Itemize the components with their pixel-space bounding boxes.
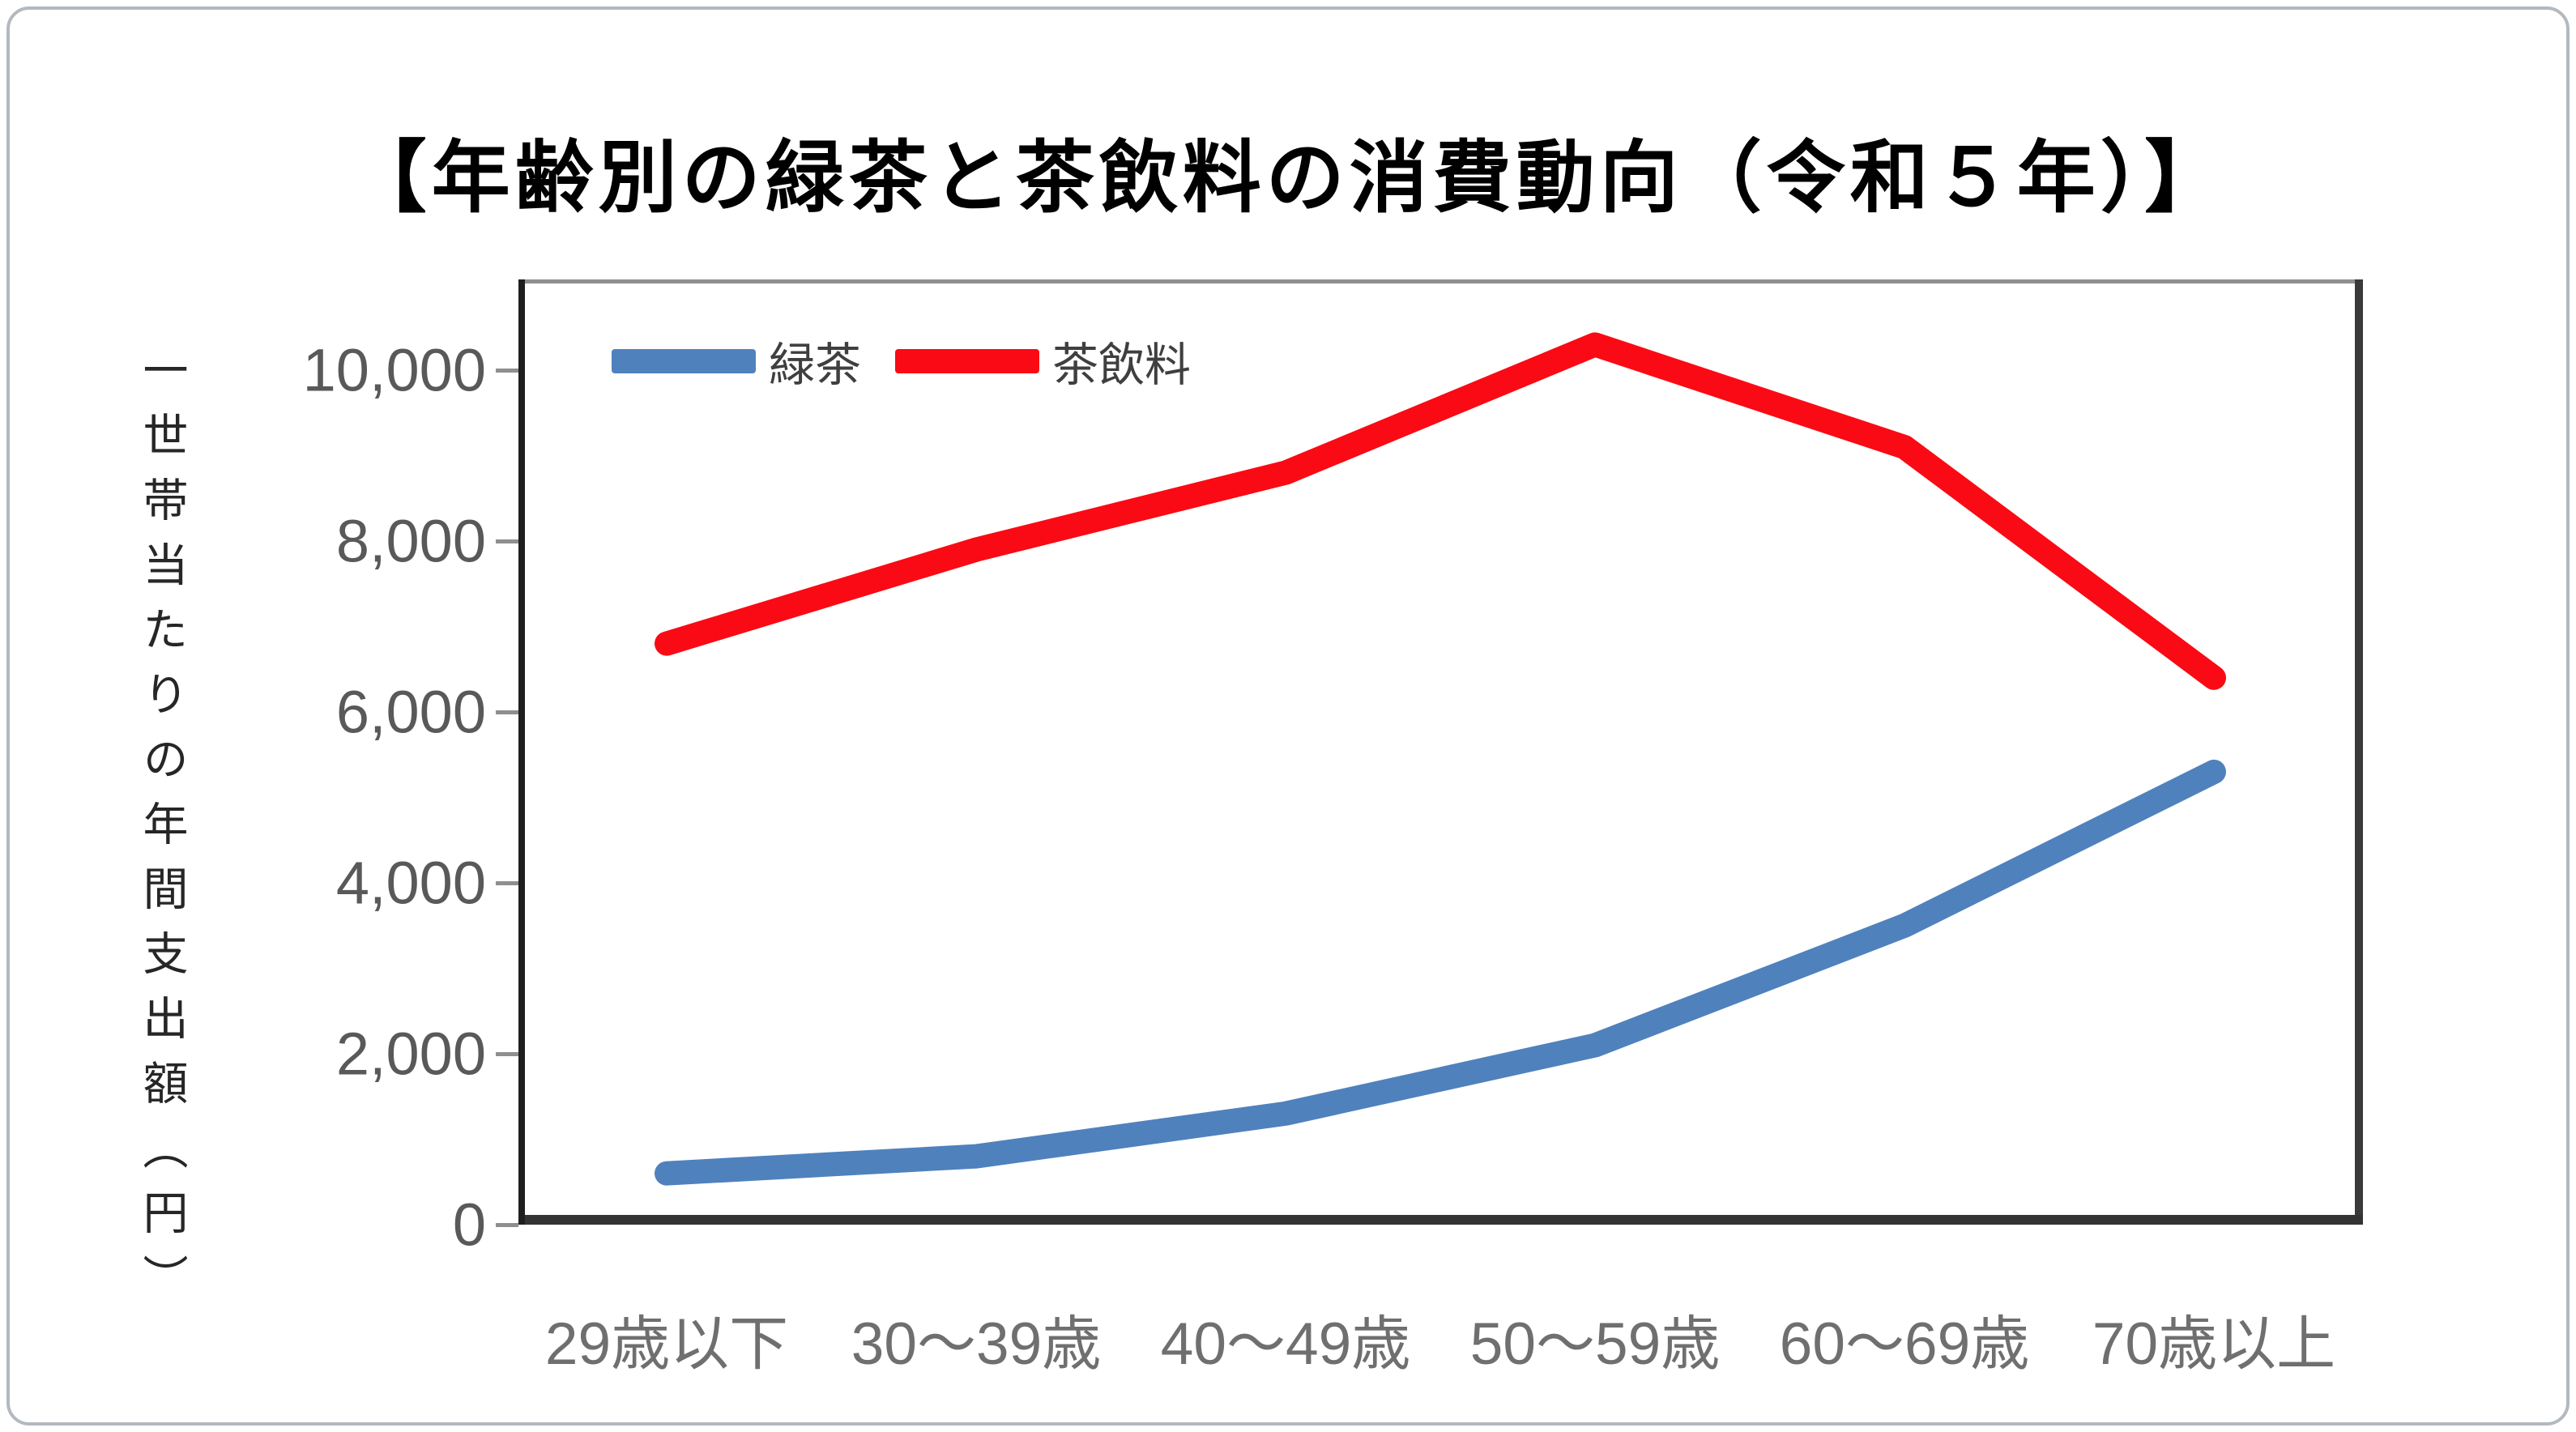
x-category-label: 30～39歳 — [851, 1311, 1102, 1377]
x-axis-category-labels: 29歳以下 30～39歳 40～49歳 50～59歳 60～69歳 70歳以上 — [518, 1296, 2363, 1385]
chart-outer-frame — [6, 6, 2570, 1426]
legend-label: 茶飲料 — [1052, 339, 1191, 391]
y-tick-mark — [496, 710, 518, 714]
legend-item-green-tea: 緑茶 — [612, 328, 861, 394]
plot-area: 緑茶 茶飲料 — [518, 279, 2363, 1225]
chart-title: 【年齢別の緑茶と茶飲料の消費動向（令和５年）】 — [348, 134, 2228, 222]
y-axis-tick-marks — [496, 279, 518, 1227]
y-tick-label: 10,000 — [302, 336, 486, 404]
legend-label: 緑茶 — [769, 339, 861, 391]
legend-swatch-tea-beverage — [895, 349, 1039, 373]
y-tick-label: 4,000 — [335, 849, 486, 917]
y-tick-label: 2,000 — [335, 1020, 486, 1088]
x-category-label: 29歳以下 — [544, 1311, 789, 1377]
plot-canvas — [518, 279, 2363, 1225]
y-axis-title: 一世帯当たりの年間支出額（円） — [137, 347, 188, 1319]
y-tick-mark — [496, 539, 518, 543]
y-tick-mark — [496, 1223, 518, 1227]
y-tick-mark — [496, 369, 518, 373]
y-tick-label: 8,000 — [335, 507, 486, 575]
y-axis-tick-labels: 0 2,000 4,000 6,000 8,000 10,000 — [0, 279, 486, 1259]
y-tick-mark — [496, 881, 518, 885]
legend-item-tea-beverage: 茶飲料 — [895, 328, 1191, 394]
x-category-label: 60～69歳 — [1779, 1311, 2030, 1377]
series-line-green-tea — [655, 759, 2226, 1186]
legend: 緑茶 茶飲料 — [612, 328, 1191, 394]
y-tick-mark — [496, 1052, 518, 1056]
x-category-label: 50～59歳 — [1469, 1311, 1721, 1377]
y-tick-label: 0 — [452, 1191, 486, 1259]
x-category-label: 40～49歳 — [1160, 1311, 1411, 1377]
y-tick-label: 6,000 — [335, 678, 486, 746]
series-line-tea-beverage — [655, 332, 2226, 690]
legend-swatch-green-tea — [612, 349, 756, 373]
x-category-label: 70歳以上 — [2092, 1311, 2336, 1377]
